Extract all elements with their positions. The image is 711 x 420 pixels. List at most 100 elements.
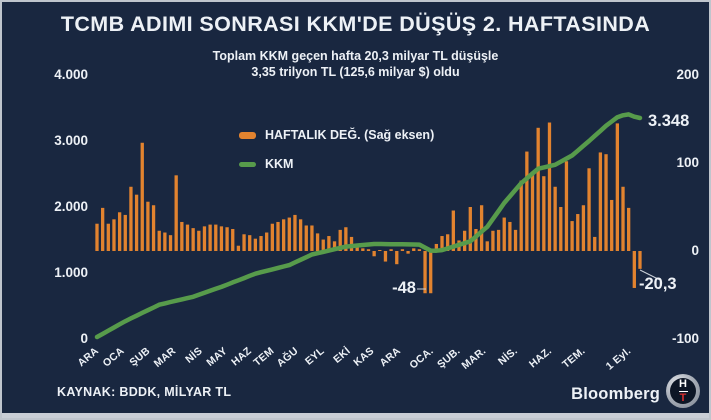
weekly-change-bar	[434, 243, 439, 251]
weekly-change-bar	[259, 236, 263, 251]
source-note: KAYNAK: BDDK, MİLYAR TL	[57, 385, 232, 399]
weekly-change-bar	[638, 251, 642, 269]
weekly-change-bar	[632, 251, 636, 288]
weekly-change-bar	[276, 221, 280, 251]
weekly-change-bar	[615, 123, 619, 251]
weekly-change-bar	[214, 224, 218, 251]
weekly-change-bar	[627, 207, 631, 251]
weekly-change-bar	[270, 223, 274, 251]
weekly-change-bar	[163, 232, 167, 251]
weekly-change-bar	[587, 168, 591, 251]
weekly-change-bar	[621, 186, 625, 251]
weekly-change-bar	[412, 248, 416, 251]
weekly-change-bar	[321, 239, 325, 251]
weekly-change-bar	[101, 207, 105, 251]
annotation-last-change: -20,3	[639, 275, 677, 293]
weekly-change-bar	[282, 219, 286, 251]
bottom-edge-strip	[2, 413, 709, 418]
legend-item-weekly-change: HAFTALIK DEĞ. (Sağ eksen)	[239, 126, 434, 144]
bloomberg-ht-logo: Bloomberg H T	[571, 374, 700, 408]
ht-badge-icon: H T	[666, 374, 700, 408]
weekly-change-bar	[231, 229, 235, 251]
weekly-change-bar	[417, 249, 422, 251]
weekly-change-bar	[451, 210, 455, 251]
annotation-callout-line	[639, 269, 661, 281]
weekly-change-bar	[474, 229, 478, 251]
weekly-change-bar	[117, 212, 122, 251]
ht-badge-divider	[678, 390, 688, 392]
weekly-change-bar	[400, 249, 405, 251]
subtitle-line-1: Toplam KKM geçen hafta 20,3 milyar TL dü…	[212, 49, 499, 63]
weekly-change-bar	[332, 241, 337, 251]
weekly-change-bar	[168, 235, 173, 251]
weekly-change-bar	[508, 221, 512, 251]
weekly-change-bar	[581, 205, 586, 251]
weekly-change-bar	[174, 175, 178, 251]
weekly-change-bar	[598, 152, 603, 251]
weekly-change-bar	[389, 249, 393, 251]
weekly-change-bar	[564, 161, 569, 251]
ht-badge-inner: H T	[670, 378, 696, 404]
weekly-change-bar	[225, 227, 229, 251]
subtitle-line-2: 3,35 trilyon TL (125,6 milyar $) oldu	[251, 65, 460, 79]
weekly-change-bar	[151, 205, 156, 251]
right-axis-tick: -100	[671, 331, 699, 346]
weekly-change-bar	[593, 236, 597, 251]
weekly-change-bar	[553, 186, 557, 251]
weekly-change-bar	[361, 248, 365, 251]
left-axis-tick: 2.000	[54, 199, 88, 214]
weekly-change-bar	[157, 230, 161, 251]
weekly-change-bar	[344, 227, 348, 251]
weekly-change-bar	[485, 241, 489, 251]
weekly-change-bar	[513, 229, 518, 251]
weekly-change-bar	[378, 250, 382, 251]
weekly-change-bar	[219, 226, 224, 251]
weekly-change-bar	[95, 223, 99, 251]
weekly-change-bar	[496, 229, 501, 251]
kkm-line	[94, 112, 643, 340]
weekly-change-bar	[395, 251, 399, 265]
weekly-change-bar	[610, 199, 614, 251]
weekly-change-bar	[440, 236, 444, 251]
bar-series-swatch-icon	[239, 131, 256, 139]
annotation-mid-drop: -48	[392, 279, 416, 297]
weekly-change-bar	[542, 176, 546, 251]
weekly-change-bar	[265, 232, 269, 251]
weekly-change-bar	[338, 229, 342, 251]
weekly-change-bar	[134, 194, 139, 251]
left-axis-tick: 3.000	[54, 133, 88, 148]
weekly-change-bar	[191, 228, 195, 251]
weekly-change-bar	[536, 127, 540, 251]
weekly-change-bar	[185, 224, 190, 251]
weekly-change-bar	[559, 207, 563, 251]
weekly-change-bar	[236, 245, 241, 251]
weekly-change-bar	[287, 217, 291, 251]
legend-label-kkm: KKM	[265, 157, 294, 171]
left-axis-tick: 0	[80, 331, 88, 346]
chart-legend: HAFTALIK DEĞ. (Sağ eksen) KKM	[239, 126, 434, 184]
weekly-change-bar	[248, 235, 252, 251]
weekly-change-bar	[468, 207, 472, 251]
weekly-change-bar	[253, 238, 258, 251]
weekly-change-bar	[429, 251, 433, 294]
weekly-change-bar	[547, 122, 552, 252]
weekly-change-bar	[293, 214, 297, 251]
ht-badge-letter-h: H	[679, 377, 687, 390]
weekly-change-bar	[180, 221, 184, 251]
weekly-change-bar	[406, 251, 410, 254]
weekly-change-bar	[604, 154, 608, 251]
annotation-line-end-value: 3.348	[648, 112, 690, 130]
right-axis-tick: 200	[676, 67, 699, 82]
right-axis-tick: 0	[691, 243, 699, 258]
right-axis-tick: 100	[676, 155, 699, 170]
weekly-change-bar	[315, 233, 320, 251]
weekly-change-bar	[112, 219, 116, 251]
weekly-change-bar	[298, 219, 303, 251]
weekly-change-bar	[304, 225, 308, 251]
weekly-change-bar	[242, 234, 246, 251]
weekly-change-bar	[202, 226, 207, 251]
line-series-swatch-icon	[239, 161, 256, 167]
weekly-change-bar	[423, 251, 427, 294]
